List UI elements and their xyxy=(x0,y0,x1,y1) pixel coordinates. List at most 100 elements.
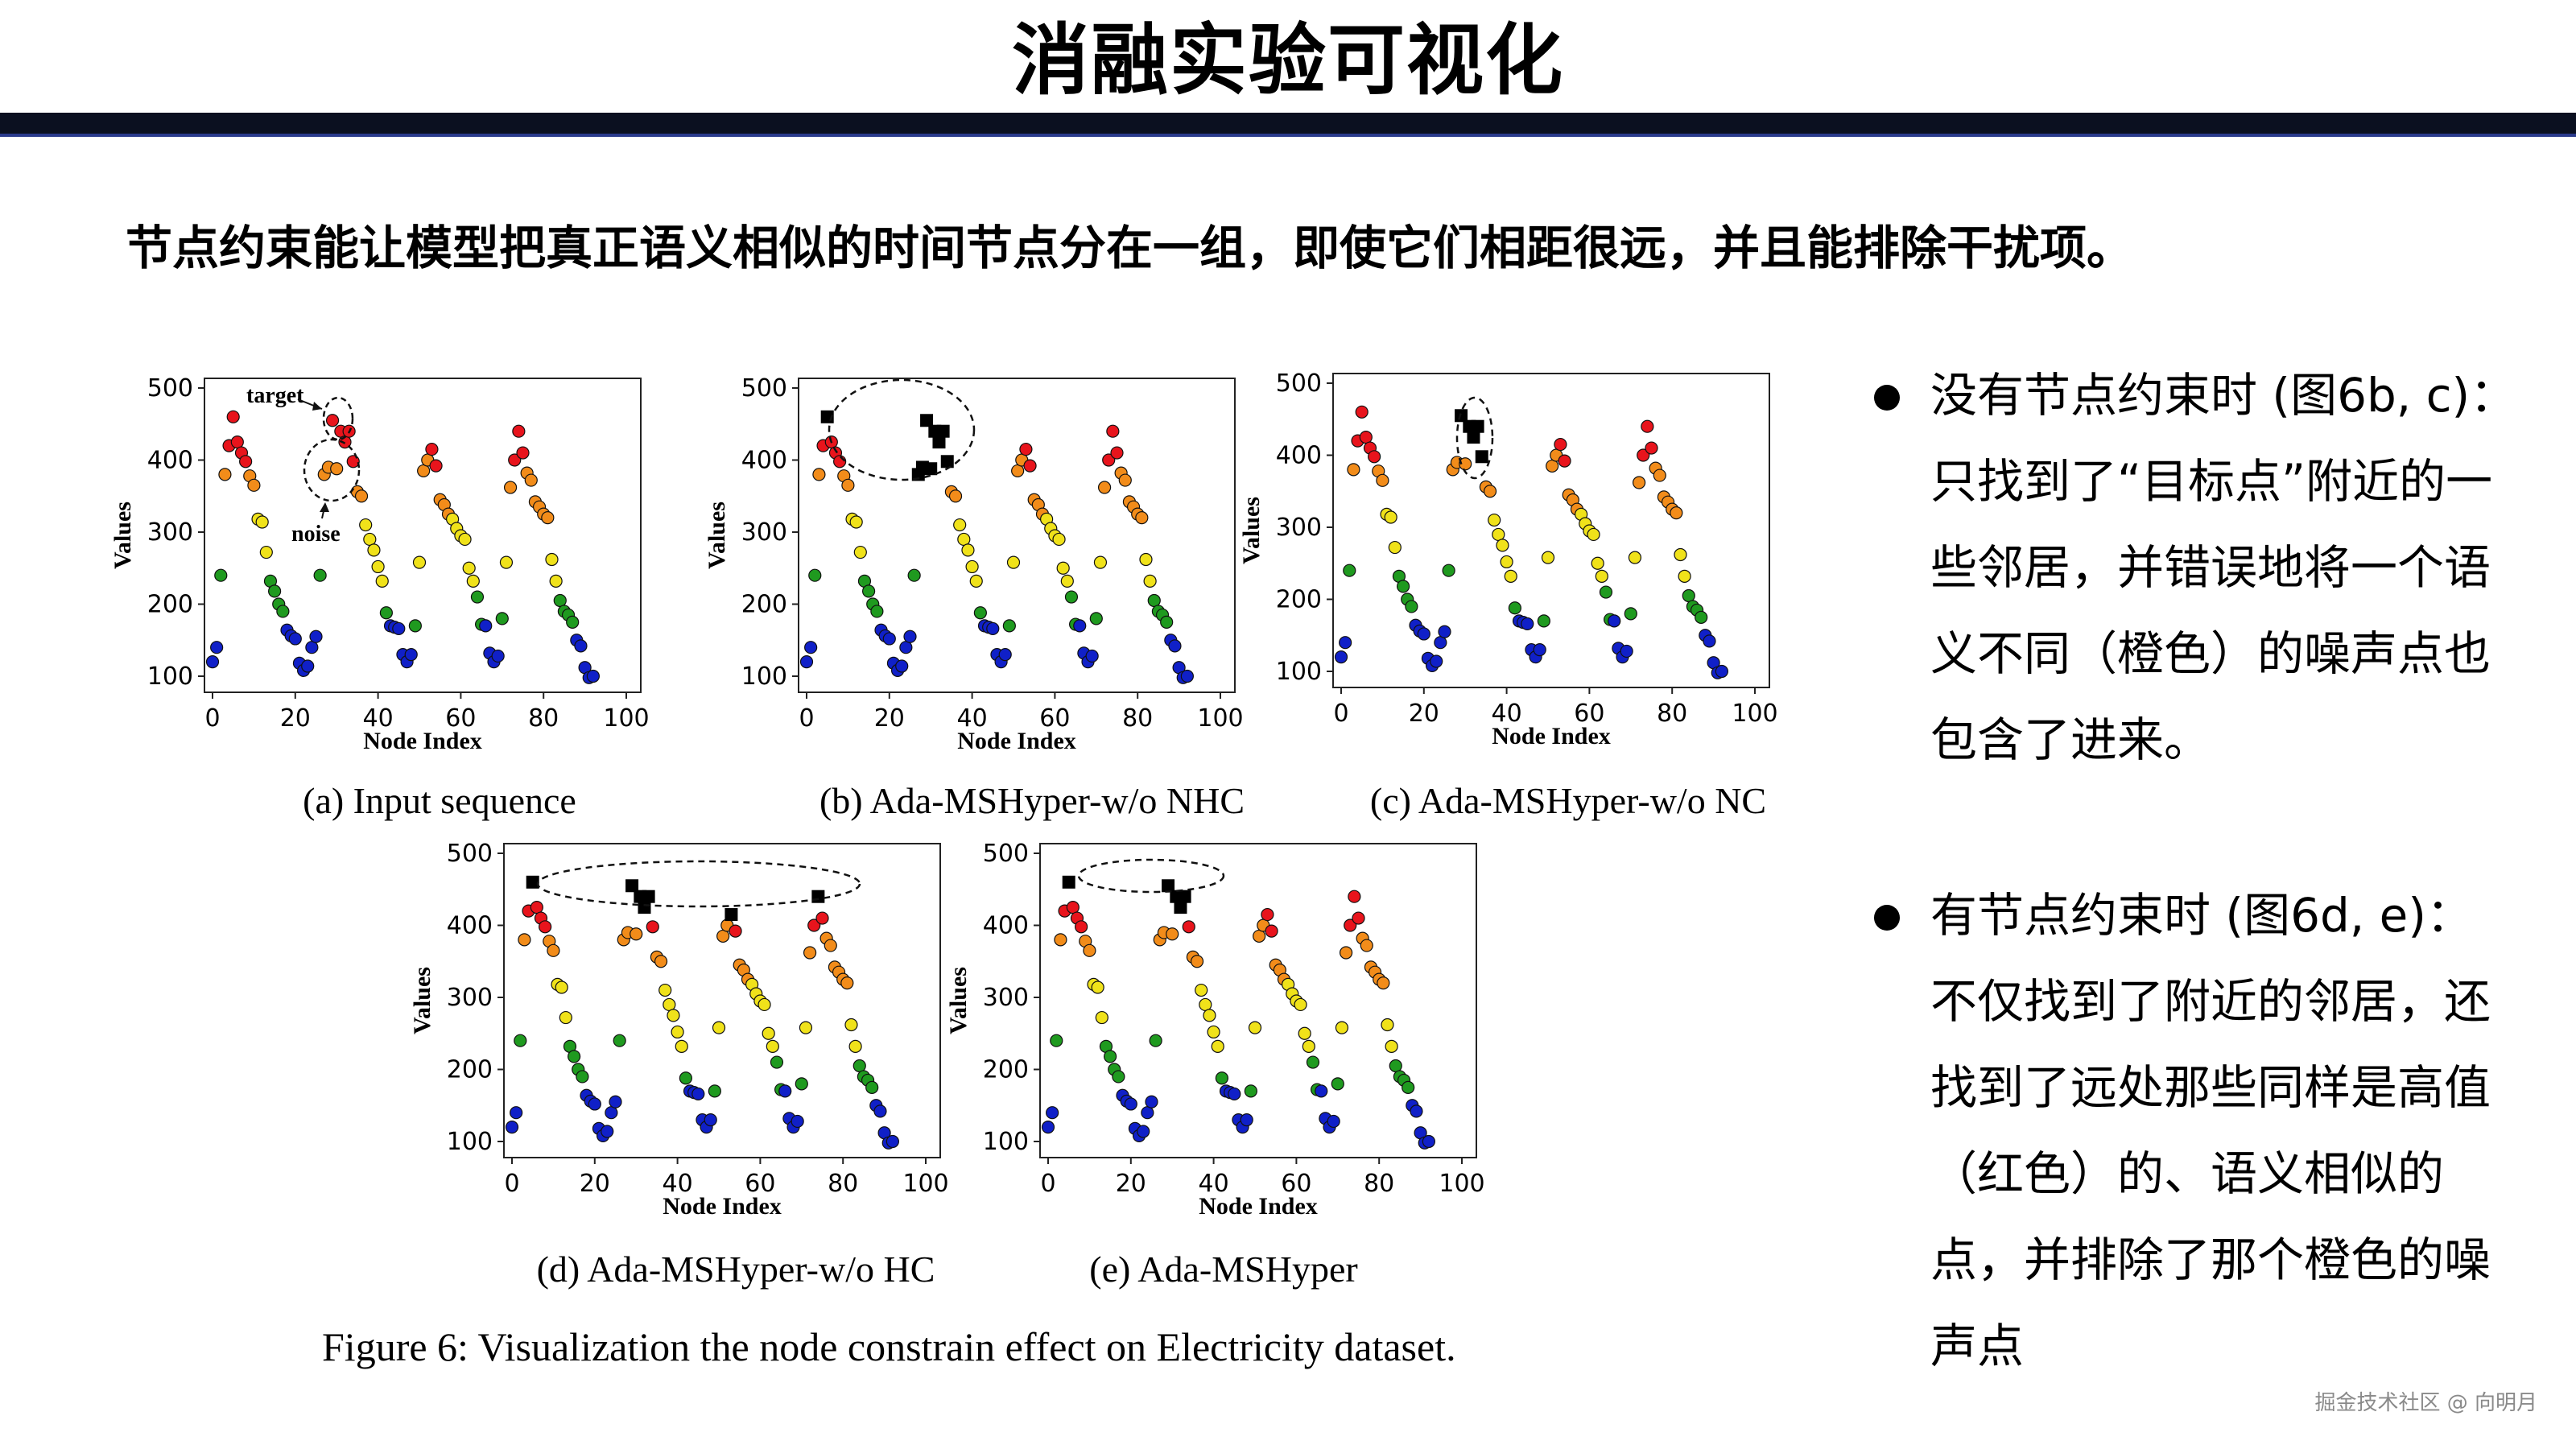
data-point xyxy=(1207,1025,1220,1039)
data-point xyxy=(1203,1009,1216,1022)
data-point xyxy=(778,1084,792,1098)
data-point xyxy=(658,983,672,997)
data-point xyxy=(1147,593,1161,608)
data-point xyxy=(654,955,668,968)
data-point xyxy=(609,1095,622,1108)
data-point xyxy=(1190,955,1204,968)
data-point xyxy=(1143,574,1157,588)
data-point xyxy=(969,574,983,588)
title-underline-bar xyxy=(0,113,2576,135)
data-point xyxy=(1496,539,1509,552)
data-point xyxy=(354,489,369,503)
data-point xyxy=(1587,527,1600,542)
data-point xyxy=(379,606,393,620)
data-point xyxy=(1417,627,1430,641)
data-point xyxy=(1500,555,1513,569)
subplot-3: 0 20 40 60 80 100 100 200 300 400 500 Node Index Val… xyxy=(409,840,949,1290)
title-underline-accent xyxy=(0,134,2576,137)
data-point xyxy=(239,455,253,469)
data-point xyxy=(1670,506,1683,520)
data-point xyxy=(1508,601,1521,615)
data-point xyxy=(1168,639,1182,653)
y-tick-label: 100 xyxy=(983,1128,1029,1156)
data-point xyxy=(588,1097,601,1111)
y-tick-label: 200 xyxy=(147,591,193,619)
data-point xyxy=(762,1026,775,1040)
y-tick-label: 300 xyxy=(447,984,493,1012)
data-point xyxy=(1355,405,1368,419)
data-point xyxy=(458,532,472,547)
selected-node-marker xyxy=(1455,409,1468,423)
watermark-text: 掘金技术社区 @ 向明月 xyxy=(2314,1391,2537,1415)
data-point xyxy=(895,659,909,673)
data-point xyxy=(852,1059,866,1073)
data-point xyxy=(1624,607,1637,621)
data-point xyxy=(330,462,344,476)
data-point xyxy=(691,1087,705,1101)
data-point xyxy=(1091,980,1104,994)
data-point xyxy=(230,436,244,449)
data-point xyxy=(1352,911,1365,925)
data-point xyxy=(1384,510,1397,524)
y-tick-label: 300 xyxy=(741,518,787,547)
y-tick-label: 300 xyxy=(147,518,193,547)
data-point xyxy=(1137,1125,1150,1138)
y-tick-label: 400 xyxy=(447,912,493,940)
data-point xyxy=(547,943,560,957)
x-tick-label: 80 xyxy=(828,1170,858,1198)
data-point xyxy=(247,478,261,492)
data-point xyxy=(1339,946,1353,960)
y-axis-label: Values xyxy=(409,967,436,1034)
data-point xyxy=(1377,976,1390,990)
data-point xyxy=(553,593,567,608)
data-point xyxy=(808,568,822,582)
data-point xyxy=(882,632,896,646)
x-tick-label: 60 xyxy=(1281,1170,1311,1198)
data-point xyxy=(1339,636,1352,650)
data-point xyxy=(1141,1106,1154,1120)
data-point xyxy=(470,590,485,604)
data-point xyxy=(1093,555,1108,569)
data-point xyxy=(1492,527,1505,542)
data-point xyxy=(1331,1077,1344,1091)
data-point xyxy=(549,574,563,588)
selected-node-marker xyxy=(1174,901,1187,914)
data-point xyxy=(259,545,273,559)
data-point xyxy=(226,410,240,423)
data-point xyxy=(1124,1097,1137,1111)
y-tick-label: 200 xyxy=(447,1056,493,1084)
y-tick-label: 400 xyxy=(1276,442,1322,470)
data-point xyxy=(255,515,269,529)
data-point xyxy=(630,927,643,941)
data-point xyxy=(1139,552,1153,567)
data-point xyxy=(545,552,559,567)
data-point xyxy=(1715,664,1728,679)
selected-node-marker xyxy=(920,414,934,427)
x-tick-label: 60 xyxy=(745,1170,775,1198)
x-tick-label: 60 xyxy=(1574,700,1604,728)
data-point xyxy=(1052,532,1066,547)
data-point xyxy=(1546,459,1559,473)
y-tick-label: 100 xyxy=(1276,658,1322,686)
x-tick-label: 100 xyxy=(902,1170,948,1198)
plot-frame xyxy=(204,378,642,693)
data-point xyxy=(853,545,867,559)
data-point xyxy=(766,1039,779,1053)
data-point xyxy=(953,518,967,532)
data-point xyxy=(716,929,730,943)
data-point xyxy=(841,478,855,492)
data-point xyxy=(675,1039,688,1053)
x-tick-label: 0 xyxy=(504,1170,519,1198)
data-point xyxy=(1006,555,1021,569)
data-point xyxy=(1089,612,1103,625)
target-oval xyxy=(322,396,354,441)
data-point xyxy=(1023,459,1037,473)
selected-node-marker xyxy=(625,879,639,893)
data-point xyxy=(503,481,518,494)
plot-frame xyxy=(798,378,1236,693)
data-point xyxy=(812,468,826,481)
data-point xyxy=(1097,481,1112,494)
data-point xyxy=(1095,1010,1108,1025)
data-point xyxy=(325,414,340,427)
